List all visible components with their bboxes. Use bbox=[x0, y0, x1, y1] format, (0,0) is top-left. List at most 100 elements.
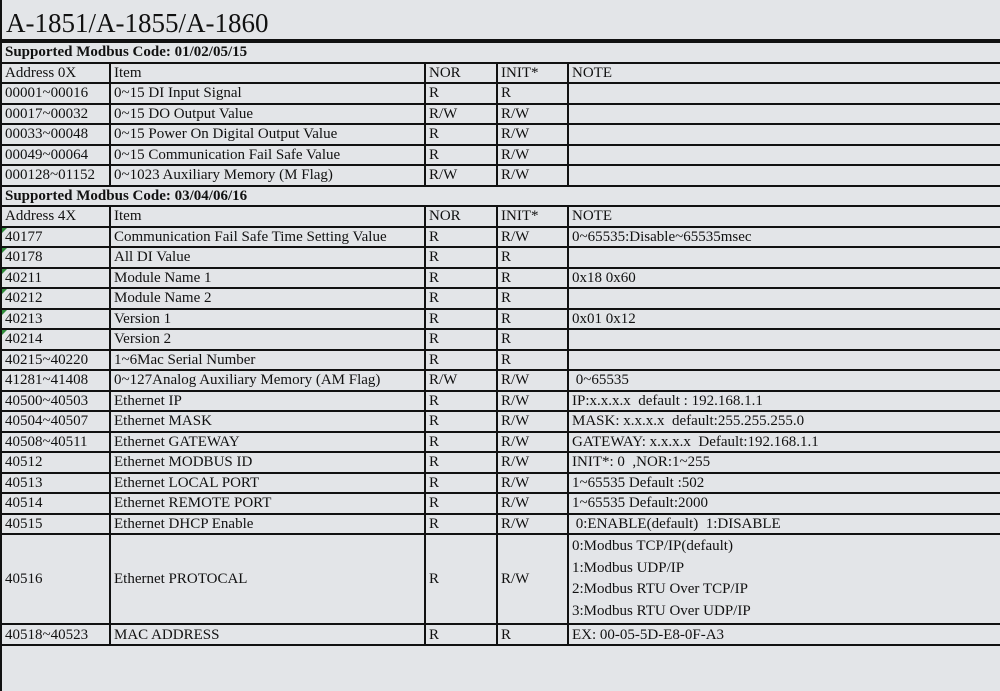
cell-init[interactable]: R/W bbox=[496, 492, 569, 515]
cell-note[interactable]: 0:Modbus TCP/IP(default) 1:Modbus UDP/IP 2… bbox=[567, 532, 1000, 626]
cell-note[interactable]: 1~65535 Default :502 bbox=[567, 471, 1000, 494]
cell-item[interactable]: 0~15 Power On Digital Output Value bbox=[109, 123, 426, 146]
cell-init[interactable]: R bbox=[496, 348, 569, 371]
cell-init[interactable]: R/W bbox=[496, 430, 569, 453]
cell-item[interactable]: Ethernet GATEWAY bbox=[109, 430, 426, 453]
cell-item[interactable]: Module Name 2 bbox=[109, 287, 426, 310]
cell-nor[interactable]: R/W bbox=[424, 164, 498, 187]
cell-item[interactable]: Ethernet LOCAL PORT bbox=[109, 471, 426, 494]
cell-nor[interactable]: R bbox=[424, 287, 498, 310]
cell-nor[interactable]: R bbox=[424, 451, 498, 474]
cell-nor[interactable]: R bbox=[424, 328, 498, 351]
cell-item[interactable]: Ethernet DHCP Enable bbox=[109, 512, 426, 535]
cell-init[interactable]: R/W bbox=[496, 410, 569, 433]
cell-address[interactable]: 40214 bbox=[2, 328, 111, 351]
cell-item[interactable]: 0~127Analog Auxiliary Memory (AM Flag) bbox=[109, 369, 426, 392]
cell-nor[interactable]: R bbox=[424, 430, 498, 453]
cell-note[interactable] bbox=[567, 102, 1000, 125]
cell-address[interactable]: 40504~40507 bbox=[2, 410, 111, 433]
cell-item[interactable]: 0~15 DI Input Signal bbox=[109, 82, 426, 105]
cell-init[interactable]: R/W bbox=[496, 164, 569, 187]
cell-item[interactable]: Ethernet REMOTE PORT bbox=[109, 492, 426, 515]
cell-init[interactable]: R/W bbox=[496, 471, 569, 494]
cell-item[interactable]: Ethernet MASK bbox=[109, 410, 426, 433]
cell-item[interactable]: Module Name 1 bbox=[109, 266, 426, 289]
cell-nor[interactable]: R bbox=[424, 246, 498, 269]
cell-note[interactable]: GATEWAY: x.x.x.x Default:192.168.1.1 bbox=[567, 430, 1000, 453]
cell-note[interactable]: 0x01 0x12 bbox=[567, 307, 1000, 330]
cell-init[interactable]: R/W bbox=[496, 102, 569, 125]
cell-nor[interactable]: R/W bbox=[424, 369, 498, 392]
cell-address[interactable]: 00049~00064 bbox=[2, 143, 111, 166]
cell-note[interactable]: 1~65535 Default:2000 bbox=[567, 492, 1000, 515]
cell-address[interactable]: 40500~40503 bbox=[2, 389, 111, 412]
cell-nor[interactable]: R bbox=[424, 225, 498, 248]
cell-address[interactable]: 40212 bbox=[2, 287, 111, 310]
cell-item[interactable]: Ethernet IP bbox=[109, 389, 426, 412]
cell-nor[interactable]: R bbox=[424, 307, 498, 330]
cell-note[interactable] bbox=[567, 82, 1000, 105]
cell-init[interactable]: R bbox=[496, 246, 569, 269]
cell-item[interactable]: Ethernet PROTOCAL bbox=[109, 532, 426, 626]
cell-nor[interactable]: R bbox=[424, 471, 498, 494]
cell-note[interactable] bbox=[567, 123, 1000, 146]
cell-item[interactable]: 0~15 DO Output Value bbox=[109, 102, 426, 125]
cell-note[interactable]: IP:x.x.x.x default : 192.168.1.1 bbox=[567, 389, 1000, 412]
cell-nor[interactable]: R bbox=[424, 123, 498, 146]
cell-note[interactable]: 0x18 0x60 bbox=[567, 266, 1000, 289]
cell-note[interactable]: INIT*: 0 ,NOR:1~255 bbox=[567, 451, 1000, 474]
cell-note[interactable] bbox=[567, 246, 1000, 269]
cell-address[interactable]: 40215~40220 bbox=[2, 348, 111, 371]
cell-note[interactable]: EX: 00-05-5D-E8-0F-A3 bbox=[567, 623, 1000, 646]
cell-nor[interactable]: R bbox=[424, 512, 498, 535]
cell-address[interactable]: 40211 bbox=[2, 266, 111, 289]
cell-init[interactable]: R bbox=[496, 328, 569, 351]
cell-init[interactable]: R/W bbox=[496, 225, 569, 248]
cell-item[interactable]: 0~15 Communication Fail Safe Value bbox=[109, 143, 426, 166]
cell-nor[interactable]: R bbox=[424, 492, 498, 515]
cell-nor[interactable]: R bbox=[424, 623, 498, 646]
cell-init[interactable]: R bbox=[496, 623, 569, 646]
cell-item[interactable]: Version 1 bbox=[109, 307, 426, 330]
cell-init[interactable]: R bbox=[496, 307, 569, 330]
cell-item[interactable]: 1~6Mac Serial Number bbox=[109, 348, 426, 371]
cell-nor[interactable]: R bbox=[424, 143, 498, 166]
cell-nor[interactable]: R bbox=[424, 82, 498, 105]
cell-address[interactable]: 40518~40523 bbox=[2, 623, 111, 646]
cell-address[interactable]: 40516 bbox=[2, 532, 111, 626]
cell-address[interactable]: 40213 bbox=[2, 307, 111, 330]
cell-init[interactable]: R/W bbox=[496, 123, 569, 146]
cell-item[interactable]: All DI Value bbox=[109, 246, 426, 269]
cell-address[interactable]: 40178 bbox=[2, 246, 111, 269]
cell-init[interactable]: R bbox=[496, 266, 569, 289]
cell-init[interactable]: R bbox=[496, 287, 569, 310]
cell-note[interactable] bbox=[567, 348, 1000, 371]
cell-address[interactable]: 40177 bbox=[2, 225, 111, 248]
cell-address[interactable]: 40514 bbox=[2, 492, 111, 515]
cell-address[interactable]: 41281~41408 bbox=[2, 369, 111, 392]
cell-nor[interactable]: R bbox=[424, 266, 498, 289]
cell-item[interactable]: Ethernet MODBUS ID bbox=[109, 451, 426, 474]
cell-address[interactable]: 00017~00032 bbox=[2, 102, 111, 125]
cell-item[interactable]: Communication Fail Safe Time Setting Val… bbox=[109, 225, 426, 248]
cell-nor[interactable]: R bbox=[424, 532, 498, 626]
cell-address[interactable]: 40512 bbox=[2, 451, 111, 474]
cell-init[interactable]: R/W bbox=[496, 512, 569, 535]
cell-note[interactable] bbox=[567, 164, 1000, 187]
cell-note[interactable]: 0~65535 bbox=[567, 369, 1000, 392]
cell-note[interactable]: 0~65535:Disable~65535msec bbox=[567, 225, 1000, 248]
cell-init[interactable]: R/W bbox=[496, 389, 569, 412]
cell-note[interactable] bbox=[567, 287, 1000, 310]
cell-address[interactable]: 40513 bbox=[2, 471, 111, 494]
cell-init[interactable]: R/W bbox=[496, 143, 569, 166]
cell-address[interactable]: 00033~00048 bbox=[2, 123, 111, 146]
cell-nor[interactable]: R bbox=[424, 410, 498, 433]
cell-note[interactable]: MASK: x.x.x.x default:255.255.255.0 bbox=[567, 410, 1000, 433]
cell-init[interactable]: R/W bbox=[496, 451, 569, 474]
cell-note[interactable] bbox=[567, 143, 1000, 166]
cell-init[interactable]: R/W bbox=[496, 532, 569, 626]
cell-item[interactable]: MAC ADDRESS bbox=[109, 623, 426, 646]
cell-item[interactable]: Version 2 bbox=[109, 328, 426, 351]
cell-address[interactable]: 00001~00016 bbox=[2, 82, 111, 105]
cell-nor[interactable]: R bbox=[424, 389, 498, 412]
